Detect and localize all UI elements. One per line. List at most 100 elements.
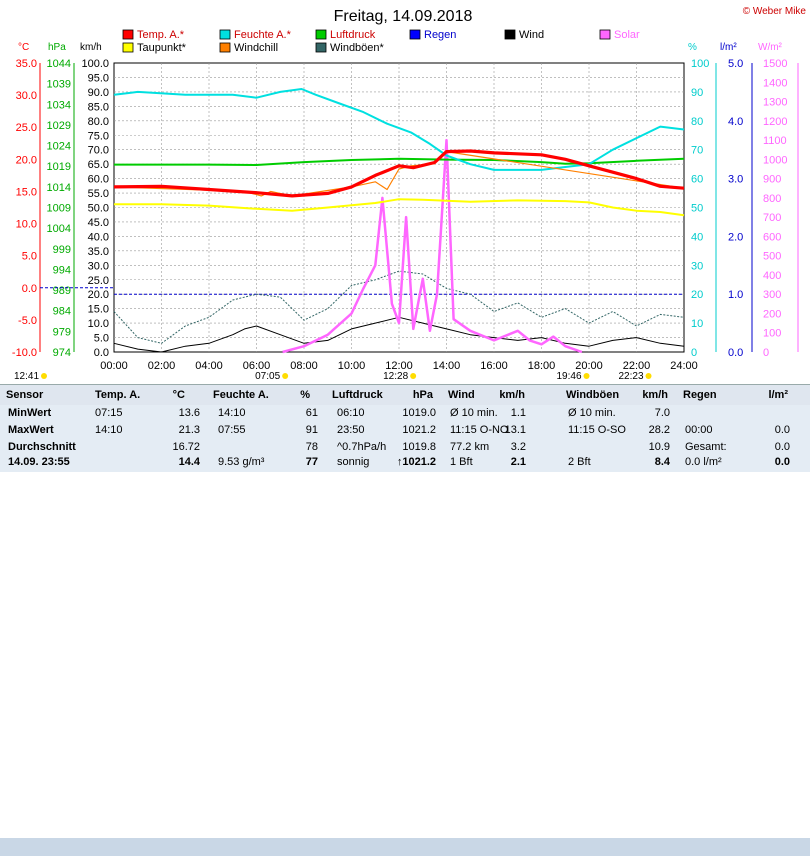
table-header-cell: hPa xyxy=(412,389,433,401)
tick-label: 50.0 xyxy=(88,203,109,215)
tick-label: 85.0 xyxy=(88,101,109,113)
table-cell: 7.0 xyxy=(654,407,670,419)
weather-chart: Freitag, 14.09.2018 © Weber Mike Temp. A… xyxy=(12,6,807,382)
x-tick-label: 04:00 xyxy=(195,360,223,372)
table-header-cell: Windböen xyxy=(566,389,620,401)
copyright: © Weber Mike xyxy=(743,6,807,17)
tick-label: 80 xyxy=(691,116,703,128)
legend-swatch xyxy=(315,29,327,40)
tick-label: 65.0 xyxy=(88,159,109,171)
tick-label: 989 xyxy=(53,285,71,297)
table-cell: Ø 10 min. xyxy=(450,407,498,419)
x-tick-label: 16:00 xyxy=(480,360,508,372)
legend-swatch xyxy=(219,42,231,53)
legend-label: Wind xyxy=(519,29,544,41)
tick-label: 974 xyxy=(53,347,71,359)
table-cell: 14:10 xyxy=(95,424,123,436)
legend-swatch xyxy=(409,29,421,40)
sun-marker-label: 19:46 xyxy=(557,371,582,382)
tick-label: 45.0 xyxy=(88,217,109,229)
table-header-cell: l/m² xyxy=(768,389,788,401)
tick-label: 15.0 xyxy=(16,186,37,198)
tick-label: 900 xyxy=(763,174,781,186)
tick-label: 1044 xyxy=(47,58,71,70)
tick-label: 10 xyxy=(691,318,703,330)
footer-cell: 77 xyxy=(305,456,318,468)
table-cell: 06:10 xyxy=(337,407,365,419)
footer-cell: 0.0 l/m² xyxy=(685,456,722,468)
legend-swatch xyxy=(122,42,134,53)
table-cell: 07:55 xyxy=(218,424,246,436)
plot-area xyxy=(40,62,685,353)
tick-label: 1400 xyxy=(763,77,787,89)
tick-label: 1300 xyxy=(763,97,787,109)
legend-label: Windböen* xyxy=(330,42,385,54)
tick-label: 0.0 xyxy=(22,283,37,295)
table-cell: Gesamt: xyxy=(685,441,727,453)
tick-label: 0 xyxy=(763,347,769,359)
tick-label: 5.0 xyxy=(728,58,743,70)
tick-label: 90.0 xyxy=(88,87,109,99)
tick-label: 994 xyxy=(53,264,71,276)
table-cell: 28.2 xyxy=(648,424,670,436)
sun-marker-label: 07:05 xyxy=(255,371,280,382)
tick-label: 400 xyxy=(763,270,781,282)
tick-label: 1009 xyxy=(47,203,71,215)
tick-label: 500 xyxy=(763,251,781,263)
footer-cell: 2.1 xyxy=(510,456,526,468)
tick-label: 35.0 xyxy=(88,246,109,258)
series-line xyxy=(114,198,685,217)
tick-label: 20.0 xyxy=(88,289,109,301)
tick-label: 1039 xyxy=(47,79,71,91)
series-line xyxy=(113,149,685,198)
footer-cell: ↑1021.2 xyxy=(396,456,436,468)
table-cell: 13.6 xyxy=(178,407,200,419)
table-cell: 78 xyxy=(305,441,318,453)
x-tick-label: 06:00 xyxy=(243,360,271,372)
tick-label: 20.0 xyxy=(16,154,37,166)
sun-marker-label: 12:41 xyxy=(14,371,39,382)
tick-label: 35.0 xyxy=(16,58,37,70)
tick-label: 10.0 xyxy=(16,219,37,231)
series-lines xyxy=(113,88,685,354)
footer-cell: 0.0 xyxy=(774,456,790,468)
table-cell: 91 xyxy=(305,424,318,436)
temp-unit: °C xyxy=(18,42,29,53)
table-header-cell: Wind xyxy=(448,389,475,401)
table-header-cell: km/h xyxy=(499,389,525,401)
x-tick-label: 12:00 xyxy=(385,360,413,372)
table-cell: 07:15 xyxy=(95,407,123,419)
tick-label: 1200 xyxy=(763,116,787,128)
legend-swatch xyxy=(504,29,516,40)
tick-label: -5.0 xyxy=(18,315,37,327)
series-line xyxy=(113,88,685,171)
legend-label: Regen xyxy=(424,29,456,41)
tick-label: 10.0 xyxy=(88,318,109,330)
table-cell: 1.1 xyxy=(510,407,526,419)
tick-label: 1034 xyxy=(47,99,71,111)
legend: Temp. A.*Taupunkt* Feuchte A.*Windchill Lu… xyxy=(122,29,640,54)
table-cell: 13.1 xyxy=(504,424,526,436)
footer-cell: 14.09. 23:55 xyxy=(8,456,70,468)
tick-label: 0 xyxy=(691,347,697,359)
legend-swatch xyxy=(599,29,611,40)
x-tick-label: 14:00 xyxy=(433,360,461,372)
tick-label: 5.0 xyxy=(94,333,109,345)
legend-label: Solar xyxy=(614,29,640,41)
x-tick-label: 10:00 xyxy=(338,360,366,372)
table-cell: Ø 10 min. xyxy=(568,407,616,419)
legend-label: Windchill xyxy=(234,42,278,54)
tick-label: 200 xyxy=(763,308,781,320)
sun-icon xyxy=(282,373,289,379)
tick-label: 5.0 xyxy=(22,251,37,263)
table-header-cell: Luftdruck xyxy=(332,389,383,401)
tick-label: 1029 xyxy=(47,120,71,132)
series-line xyxy=(282,138,583,354)
tick-label: 40 xyxy=(691,231,703,243)
legend-label: Temp. A.* xyxy=(137,29,185,41)
sun-icon xyxy=(410,373,417,379)
table-header-cell: Regen xyxy=(683,389,717,401)
sun-marker-label: 22:23 xyxy=(618,371,643,382)
legend-swatch xyxy=(122,29,134,40)
table-header-cell: Temp. A. xyxy=(95,389,141,401)
